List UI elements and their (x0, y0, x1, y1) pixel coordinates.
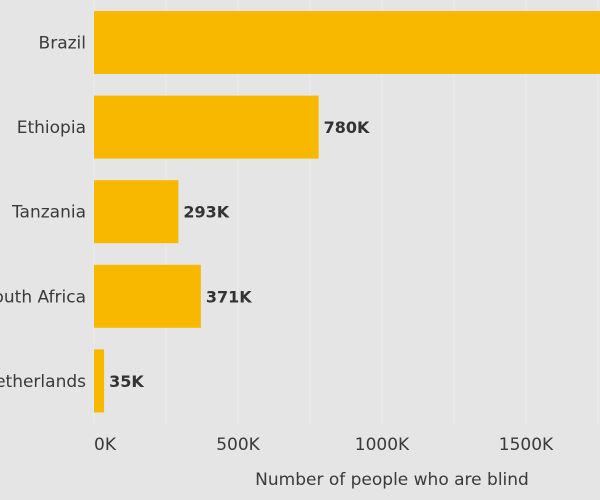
x-tick-label: 1000K (355, 435, 410, 455)
data-label: 780K (324, 118, 370, 137)
category-label: Netherlands (0, 372, 86, 392)
bar (94, 11, 600, 74)
bar (94, 180, 179, 244)
bar (94, 349, 105, 413)
bar (94, 264, 201, 328)
category-label: Tanzania (11, 203, 86, 223)
data-label: 35K (109, 372, 144, 391)
data-label: 371K (206, 287, 252, 306)
x-axis-title: Number of people who are blind (255, 470, 529, 490)
category-label: Ethiopia (17, 118, 86, 138)
x-tick-label: 1500K (499, 435, 554, 455)
bar (94, 95, 319, 159)
category-label: Brazil (39, 34, 86, 54)
category-label: South Africa (0, 287, 86, 307)
category-labels: Brazil Ethiopia Tanzania South Africa Nether… (0, 34, 86, 392)
data-label: 293K (183, 203, 229, 222)
data-labels: 780K 293K 371K 35K (109, 118, 370, 391)
x-tick-label: 500K (216, 435, 260, 455)
x-axis-ticks: 0K 500K 1000K 1500K (94, 435, 554, 455)
bars (94, 11, 600, 413)
x-tick-label: 0K (94, 435, 117, 455)
